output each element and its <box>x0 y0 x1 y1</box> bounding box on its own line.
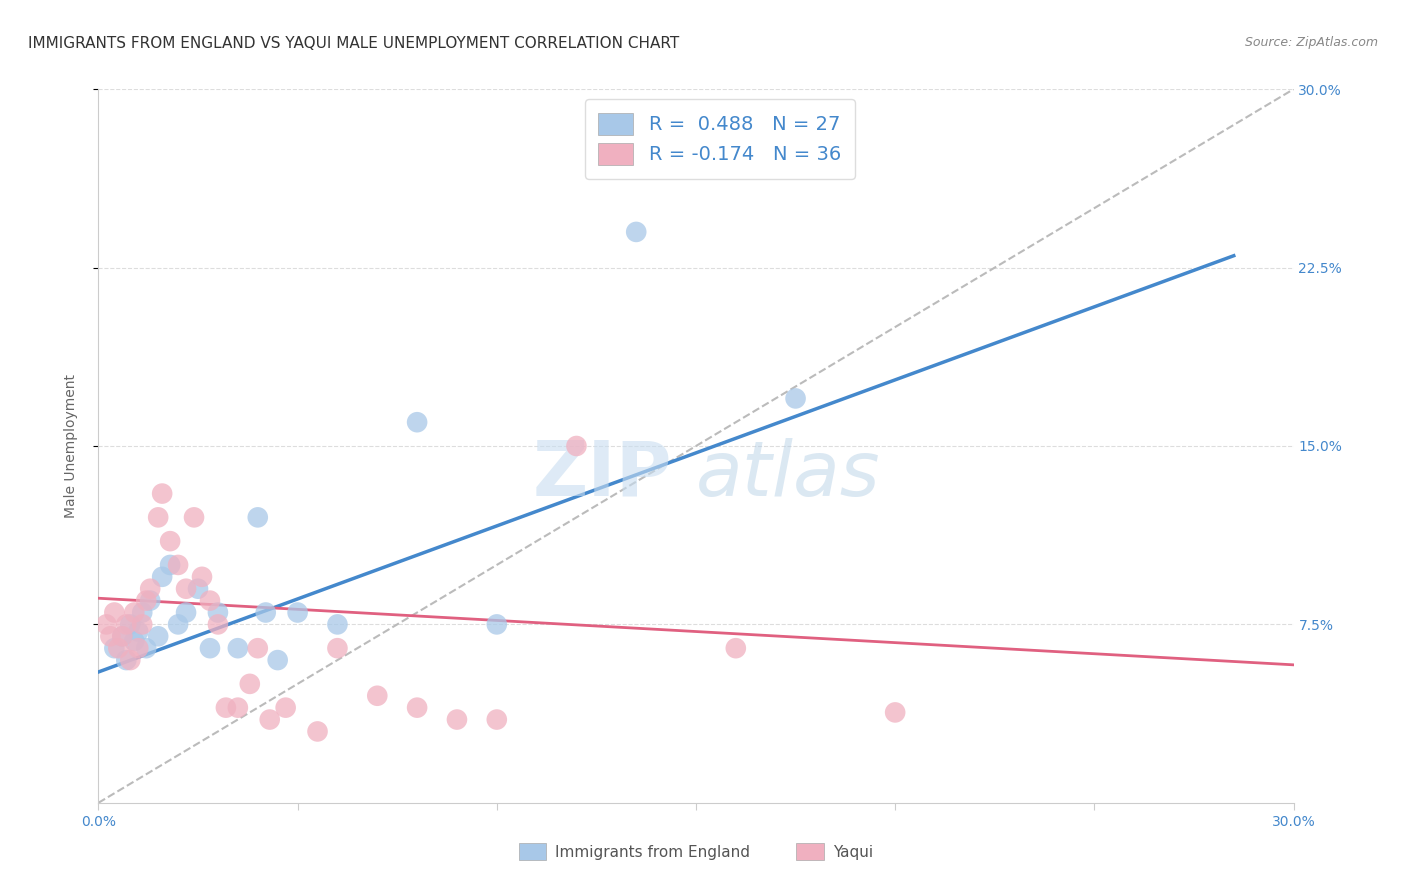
Text: IMMIGRANTS FROM ENGLAND VS YAQUI MALE UNEMPLOYMENT CORRELATION CHART: IMMIGRANTS FROM ENGLAND VS YAQUI MALE UN… <box>28 36 679 51</box>
Point <box>239 677 262 691</box>
Legend: Immigrants from England, Yaqui: Immigrants from England, Yaqui <box>513 837 879 866</box>
Point <box>406 700 429 714</box>
Point <box>215 700 238 714</box>
Point <box>198 641 221 656</box>
Point <box>724 641 747 656</box>
Point <box>274 700 297 714</box>
Point <box>226 641 249 656</box>
Point <box>96 617 118 632</box>
Point <box>111 629 134 643</box>
Point <box>135 641 157 656</box>
Point <box>115 617 138 632</box>
Text: ZIP: ZIP <box>533 438 672 511</box>
Point <box>326 641 349 656</box>
Text: atlas: atlas <box>696 438 880 511</box>
Point <box>366 689 388 703</box>
Point <box>198 593 221 607</box>
Point <box>254 606 277 620</box>
Point <box>131 606 153 620</box>
Point <box>267 653 290 667</box>
Point <box>207 606 229 620</box>
Point <box>124 606 146 620</box>
Point <box>135 593 157 607</box>
Point <box>485 713 508 727</box>
Point <box>326 617 349 632</box>
Y-axis label: Male Unemployment: Male Unemployment <box>63 374 77 518</box>
Point <box>150 570 173 584</box>
Point <box>174 582 197 596</box>
Point <box>167 617 190 632</box>
Point <box>120 617 142 632</box>
Point <box>111 629 134 643</box>
Point <box>139 582 162 596</box>
Point <box>148 629 170 643</box>
Point <box>259 713 281 727</box>
Point <box>174 606 197 620</box>
Point <box>485 617 508 632</box>
Point <box>785 392 807 406</box>
Point <box>139 593 162 607</box>
Point <box>103 606 125 620</box>
Point <box>246 510 269 524</box>
Point <box>446 713 468 727</box>
Point <box>131 617 153 632</box>
Point <box>103 641 125 656</box>
Point <box>107 641 129 656</box>
Point <box>150 486 173 500</box>
Point <box>406 415 429 429</box>
Point <box>191 570 214 584</box>
Point <box>187 582 209 596</box>
Point <box>127 624 149 639</box>
Point <box>884 706 907 720</box>
Point <box>98 629 122 643</box>
Point <box>246 641 269 656</box>
Point <box>159 558 181 572</box>
Point <box>159 534 181 549</box>
Point <box>127 641 149 656</box>
Point <box>626 225 648 239</box>
Point <box>207 617 229 632</box>
Point <box>226 700 249 714</box>
Point <box>183 510 205 524</box>
Text: Source: ZipAtlas.com: Source: ZipAtlas.com <box>1244 36 1378 49</box>
Point <box>115 653 138 667</box>
Point <box>124 634 146 648</box>
Point <box>307 724 329 739</box>
Point <box>565 439 588 453</box>
Point <box>167 558 190 572</box>
Point <box>120 653 142 667</box>
Point <box>287 606 309 620</box>
Point <box>148 510 170 524</box>
